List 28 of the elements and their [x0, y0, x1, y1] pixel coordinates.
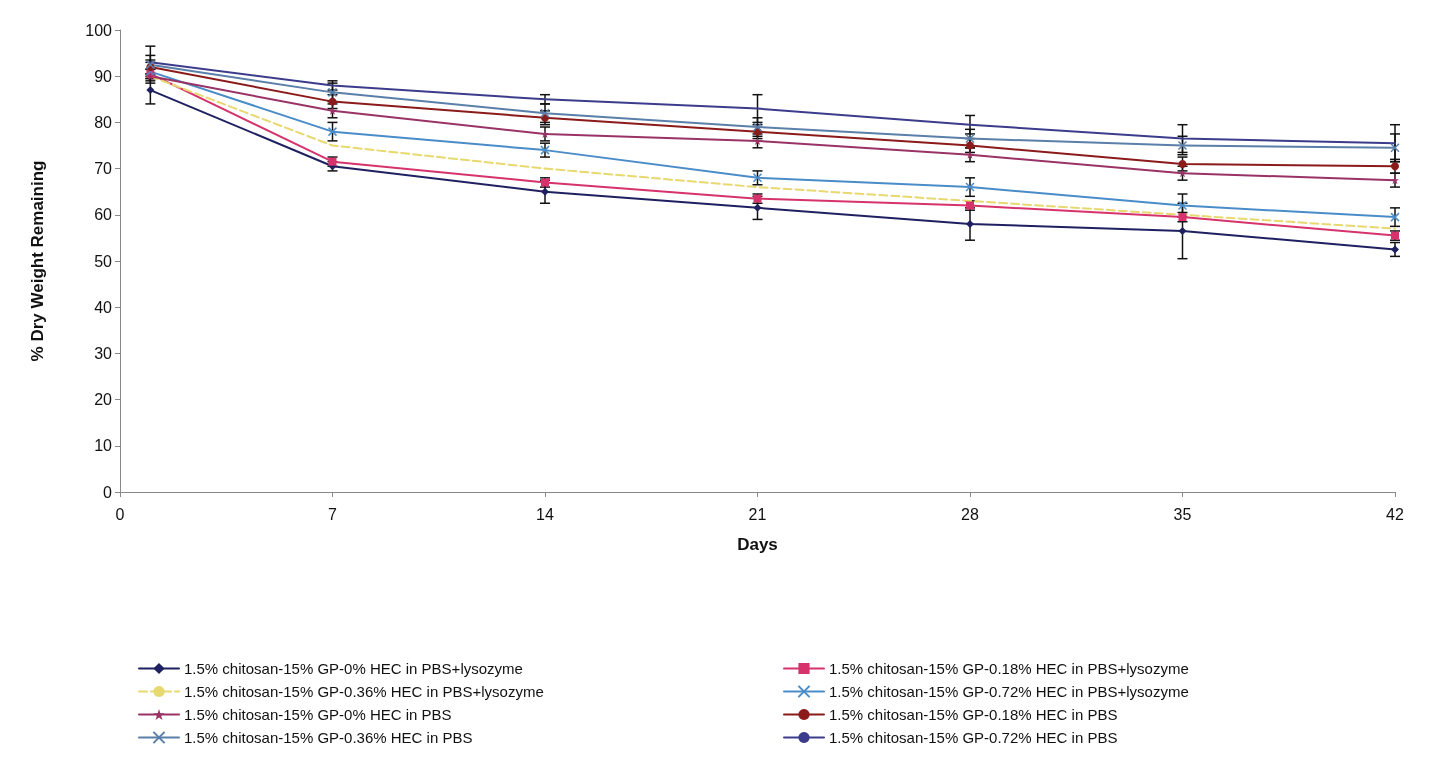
x-tick-label: 42: [1386, 505, 1404, 523]
legend-label: 1.5% chitosan-15% GP-0% HEC in PBS+lysozyme: [184, 660, 523, 677]
x-tick-label: 7: [328, 505, 338, 523]
x-tick-label: 0: [115, 505, 125, 523]
y-tick-label: 60: [94, 206, 113, 224]
legend-label: 1.5% chitosan-15% GP-0.18% HEC in PBS+lysozyme: [829, 660, 1189, 677]
legend-label: 1.5% chitosan-15% GP-0.72% HEC in PBS: [829, 729, 1118, 746]
x-tick-label: 14: [536, 505, 554, 523]
legend-label: 1.5% chitosan-15% GP-0% HEC in PBS: [184, 706, 452, 723]
y-tick-label: 100: [85, 21, 113, 39]
legend-label: 1.5% chitosan-15% GP-0.36% HEC in PBS: [184, 729, 473, 746]
y-tick-label: 0: [103, 483, 113, 501]
y-axis-title: % Dry Weight Remaining: [28, 160, 47, 362]
y-tick-label: 10: [94, 437, 113, 455]
legend-label: 1.5% chitosan-15% GP-0.72% HEC in PBS+lysozyme: [829, 683, 1189, 700]
y-tick-label: 40: [94, 298, 113, 316]
y-tick-label: 80: [94, 113, 113, 131]
x-tick-label: 21: [748, 505, 767, 523]
y-tick-label: 50: [94, 252, 113, 270]
legend-label: 1.5% chitosan-15% GP-0.36% HEC in PBS+lysozyme: [184, 683, 544, 700]
legend-label: 1.5% chitosan-15% GP-0.18% HEC in PBS: [829, 706, 1118, 723]
x-axis-title: Days: [737, 535, 778, 554]
x-tick-label: 28: [961, 505, 979, 523]
y-tick-label: 90: [94, 67, 113, 85]
y-tick-label: 70: [94, 160, 113, 178]
x-tick-label: 35: [1173, 505, 1192, 523]
y-tick-label: 30: [94, 344, 113, 362]
y-tick-label: 20: [94, 391, 113, 409]
